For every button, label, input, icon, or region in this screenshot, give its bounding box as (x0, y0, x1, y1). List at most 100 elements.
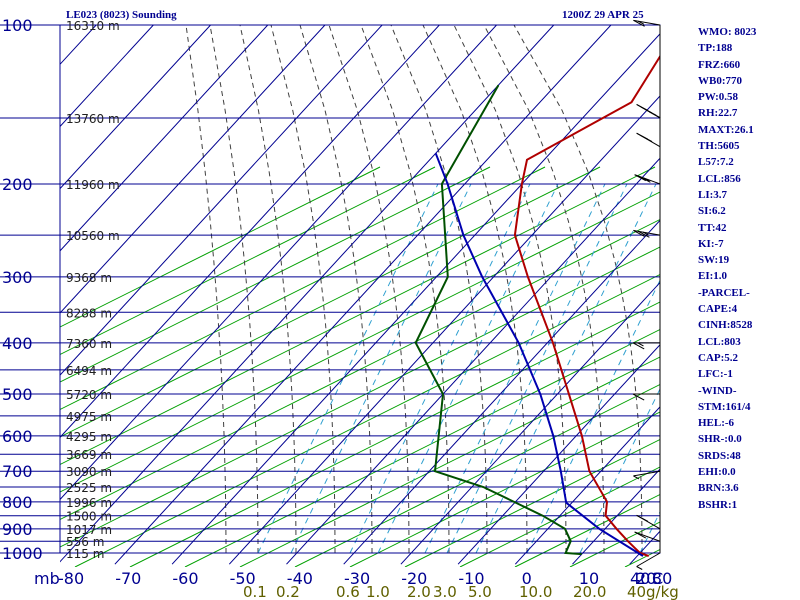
height-label: 3090 m (66, 465, 112, 479)
pressure-tick-label: 800 (2, 493, 33, 512)
wind-profile (632, 19, 661, 570)
index-line: HEL:-6 (698, 417, 735, 430)
mixing-ratio-label: 5.0 (468, 583, 492, 600)
index-line: SRDS:48 (698, 449, 741, 462)
height-label: 3669 m (66, 448, 112, 462)
station-label: LE023 (8023) Sounding (66, 9, 177, 21)
height-label: 556 m (66, 535, 104, 549)
height-label: 10560 m (66, 229, 120, 243)
moist-adiabat (239, 25, 297, 553)
x-tick-label: 10 (579, 569, 599, 588)
x-tick-label: -10 (458, 569, 484, 588)
index-line: MAXT:26.1 (698, 123, 754, 136)
index-line: TH:5605 (698, 140, 740, 153)
dry-adiabat (569, 521, 660, 567)
moist-adiabat (453, 25, 567, 553)
isotherm (60, 25, 383, 376)
isotherm (514, 406, 660, 565)
height-label: 11960 m (66, 178, 120, 192)
height-label: 2525 m (66, 481, 112, 495)
index-line: BRN:3.6 (698, 482, 739, 495)
height-label: 1017 m (66, 523, 112, 537)
index-line: LFC:-1 (698, 368, 733, 381)
dry-adiabat (60, 246, 660, 548)
moist-adiabat (270, 25, 336, 553)
pressure-tick-label: 1000 (2, 544, 43, 563)
dry-adiabat (60, 191, 660, 493)
pressure-tick-label: 400 (2, 334, 33, 353)
plot-frame (59, 24, 661, 554)
height-label: 13760 m (66, 112, 120, 126)
isotherm (60, 25, 497, 501)
background-lines (60, 25, 800, 567)
index-line: KI:-7 (698, 237, 724, 250)
profiles (414, 54, 660, 557)
moist-adiabat (483, 25, 605, 553)
mixing-ratio-label: 10.0 (519, 583, 552, 600)
isotherm (60, 25, 211, 190)
isotherm (572, 468, 660, 565)
pressure-tick-label: 100 (2, 16, 33, 35)
index-line: CAPE:4 (698, 303, 738, 316)
isotherm (228, 95, 660, 565)
isotherm (343, 219, 660, 565)
isotherm (60, 25, 269, 252)
dewpoint-trace (414, 84, 582, 556)
index-line: WMO: 8023 (698, 26, 757, 38)
wind-barb (634, 531, 661, 542)
mixing-ratio-label: 0.2 (276, 583, 300, 600)
index-line: SW:19 (698, 254, 730, 267)
x-tick-label: 40 (630, 569, 650, 588)
x-tick-label: -60 (172, 569, 198, 588)
moist-adiabat (209, 25, 259, 553)
index-line: -WIND- (698, 384, 737, 397)
mixing-ratio-line (377, 183, 559, 554)
wind-barb (632, 342, 660, 350)
height-label: 9368 m (66, 271, 112, 285)
dry-adiabat (790, 167, 800, 567)
height-label: 115 m (66, 547, 104, 561)
isotherm (171, 33, 660, 565)
parcel-trace (434, 152, 644, 557)
isotherm (457, 344, 660, 565)
pressure-tick-label: 300 (2, 268, 33, 287)
x-tick-label: -40 (287, 569, 313, 588)
mixing-ratio-label: 0.6 (336, 583, 360, 600)
index-line: EI:1.0 (698, 270, 728, 283)
index-line: LCL:803 (698, 335, 741, 348)
isotherm (114, 25, 612, 565)
index-line: TP:188 (698, 42, 733, 55)
mixing-ratio-label: 2.0 (407, 583, 431, 600)
height-label: 1996 m (66, 496, 112, 510)
isotherm (400, 281, 660, 565)
index-line: STM:161/4 (698, 400, 751, 413)
x-tick-label: C (652, 569, 663, 588)
height-label: 6494 m (66, 364, 112, 378)
index-line: -PARCEL- (698, 286, 750, 299)
mixing-ratio-line (475, 183, 657, 554)
pressure-tick-label: 600 (2, 427, 33, 446)
dry-adiabat (294, 383, 660, 567)
wind-barb (633, 19, 661, 27)
moist-adiabat (390, 25, 488, 553)
mixing-ratio-label: 20.0 (573, 583, 606, 600)
mixing-ratio-line (424, 183, 606, 554)
dry-adiabat (459, 466, 660, 567)
dry-adiabat (74, 273, 660, 567)
x-tick-label: -70 (115, 569, 141, 588)
pressure-tick-label: 500 (2, 385, 33, 404)
dry-adiabat (60, 218, 660, 521)
index-line: LI:3.7 (698, 188, 728, 201)
wind-barb (633, 470, 661, 480)
index-line: BSHR:1 (698, 498, 738, 511)
dry-adiabat (184, 328, 660, 567)
mixing-ratio-labels: 0.1 0.2 0.6 1.0 2.0 3.0 5.0 10.0 20.0 40 g/kg (243, 583, 679, 600)
dry-adiabat (129, 301, 660, 567)
dry-adiabat (404, 438, 660, 567)
mixing-ratio-line (579, 387, 660, 554)
isotherm (60, 25, 440, 439)
height-label: 8288 m (66, 306, 112, 320)
wind-barb (634, 174, 661, 185)
